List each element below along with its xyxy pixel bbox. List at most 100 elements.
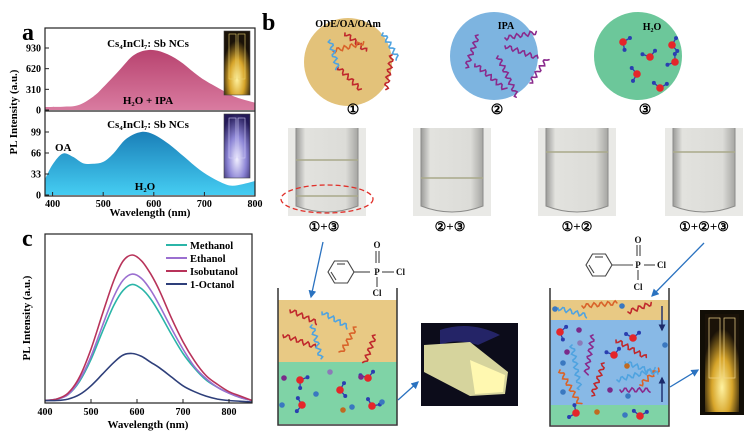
hydrogen-atom xyxy=(305,375,310,380)
ion-sphere xyxy=(358,374,364,380)
hydrogen-atom xyxy=(674,36,678,41)
solvent-label-1: ODE/OA/OAm xyxy=(315,19,381,30)
chain-molecule xyxy=(380,32,399,61)
c-xtick-label: 800 xyxy=(222,407,237,418)
mixture-label-1: ①+③ xyxy=(309,219,340,234)
water-molecule xyxy=(633,70,641,78)
a-top-ytick-label: 0 xyxy=(36,106,41,117)
chain-molecule xyxy=(557,306,588,319)
water-molecule xyxy=(610,351,618,359)
c-xtick-label: 400 xyxy=(38,407,53,418)
ion-sphere xyxy=(340,407,346,413)
ion-sphere xyxy=(607,387,613,393)
hydrogen-atom xyxy=(622,47,627,52)
hydrogen-atom xyxy=(342,381,346,386)
panel-a-frame xyxy=(44,27,256,197)
a-top-ytick-label: 310 xyxy=(26,85,41,96)
hydrogen-atom xyxy=(672,52,677,57)
process-arrows xyxy=(308,241,705,401)
chain-molecule xyxy=(568,344,583,391)
vial xyxy=(545,128,609,213)
ion-sphere xyxy=(327,369,333,375)
chain-molecule xyxy=(590,362,606,397)
a-xtick-label: 600 xyxy=(146,199,161,210)
water-molecule xyxy=(646,53,654,61)
hydrogen-atom xyxy=(572,403,577,408)
hydrogen-atom xyxy=(651,80,656,85)
reagent-structure-right xyxy=(585,245,655,280)
chain-molecule xyxy=(464,34,480,69)
reagent-left-cl1: Cl xyxy=(396,267,405,277)
hydrogen-atom xyxy=(653,48,658,53)
chain-molecule xyxy=(327,39,340,71)
hydrogen-atom xyxy=(371,369,376,374)
chain-molecule xyxy=(332,41,365,54)
chain-molecule xyxy=(343,32,368,52)
solvent-number-2: ② xyxy=(491,103,504,118)
cuvette-photo-yellow xyxy=(223,30,251,96)
panel-a-xlabel: Wavelength (nm) xyxy=(110,207,191,219)
reagent-right-o: O xyxy=(634,235,641,245)
ion-sphere xyxy=(313,391,319,397)
solvent-circle-water: H₂O ③ xyxy=(594,12,682,118)
chain-molecule xyxy=(309,324,324,360)
c-xtick-label: 500 xyxy=(84,407,99,418)
panel-a-top-title: Cs₄InCl₇: Sb NCs xyxy=(107,38,190,50)
panel-c-ylabel: PL Intensity (a.u.) xyxy=(21,275,33,360)
panel-a-bottom-title: Cs₄InCl₇: Sb NCs xyxy=(107,119,190,131)
vial xyxy=(420,128,484,213)
hydrogen-atom xyxy=(644,409,649,414)
c-xtick-label: 600 xyxy=(130,407,145,418)
hydrogen-atom xyxy=(631,78,635,83)
water-molecule xyxy=(668,41,676,49)
panel-c-frame xyxy=(44,233,253,404)
ion-sphere xyxy=(622,412,628,418)
hydrogen-atom xyxy=(627,36,632,40)
mixture-label-3: ①+② xyxy=(562,219,593,234)
a-xtick-label: 700 xyxy=(197,199,212,210)
ion-sphere xyxy=(560,360,566,366)
legend-label-3: 1-Octanol xyxy=(190,280,234,291)
hydrogen-atom xyxy=(560,337,565,342)
cuvette-photo-emission xyxy=(700,310,744,415)
chain-molecule xyxy=(504,30,538,42)
chain-molecule xyxy=(583,334,595,376)
hydrogen-atom xyxy=(564,324,569,329)
ion-sphere xyxy=(594,409,600,415)
water-molecule xyxy=(619,38,627,46)
solvent-label-2: IPA xyxy=(498,21,515,32)
chain-molecule xyxy=(627,301,652,315)
beaker-left xyxy=(277,288,398,426)
solvent-number-1: ① xyxy=(347,103,360,118)
hydrogen-atom xyxy=(366,397,370,402)
c-xtick-label: 700 xyxy=(176,407,191,418)
water-molecule xyxy=(656,84,664,92)
ion-sphere xyxy=(281,375,287,381)
panel-b: b ODE/OA/OAm ① IPA ② H₂O ③ ①+③ ②+③ ①+② ①… xyxy=(262,10,744,427)
reagent-right-p: P xyxy=(635,260,641,270)
reagent-right-cl2: Cl xyxy=(634,282,643,292)
ion-sphere xyxy=(564,349,570,355)
legend-label-1: Ethanol xyxy=(190,254,226,265)
chain-molecule xyxy=(361,334,377,364)
panel-label-c: c xyxy=(22,226,33,252)
ion-sphere xyxy=(379,399,385,405)
a-bottom-ytick-label: 0 xyxy=(36,191,41,202)
ion-sphere xyxy=(625,393,631,399)
chain-molecule xyxy=(473,63,508,91)
hydrogen-atom xyxy=(629,65,634,70)
ion-sphere xyxy=(552,306,558,312)
chain-molecule xyxy=(529,58,550,84)
interface-highlight-ellipse xyxy=(280,184,374,214)
ion-sphere xyxy=(560,389,566,395)
a-xtick-label: 400 xyxy=(45,199,60,210)
hydrogen-atom xyxy=(295,396,300,401)
a-top-area xyxy=(45,49,255,110)
series-line-1-octanol xyxy=(44,352,253,403)
water-molecule xyxy=(572,409,580,417)
panel-a: a 0 310 620 930 0 33 66 99 400 500 600 700 800 Cs₄I… xyxy=(8,20,263,219)
hydrogen-atom xyxy=(637,330,642,335)
ion-sphere xyxy=(349,404,355,410)
hydrogen-atom xyxy=(675,49,680,54)
